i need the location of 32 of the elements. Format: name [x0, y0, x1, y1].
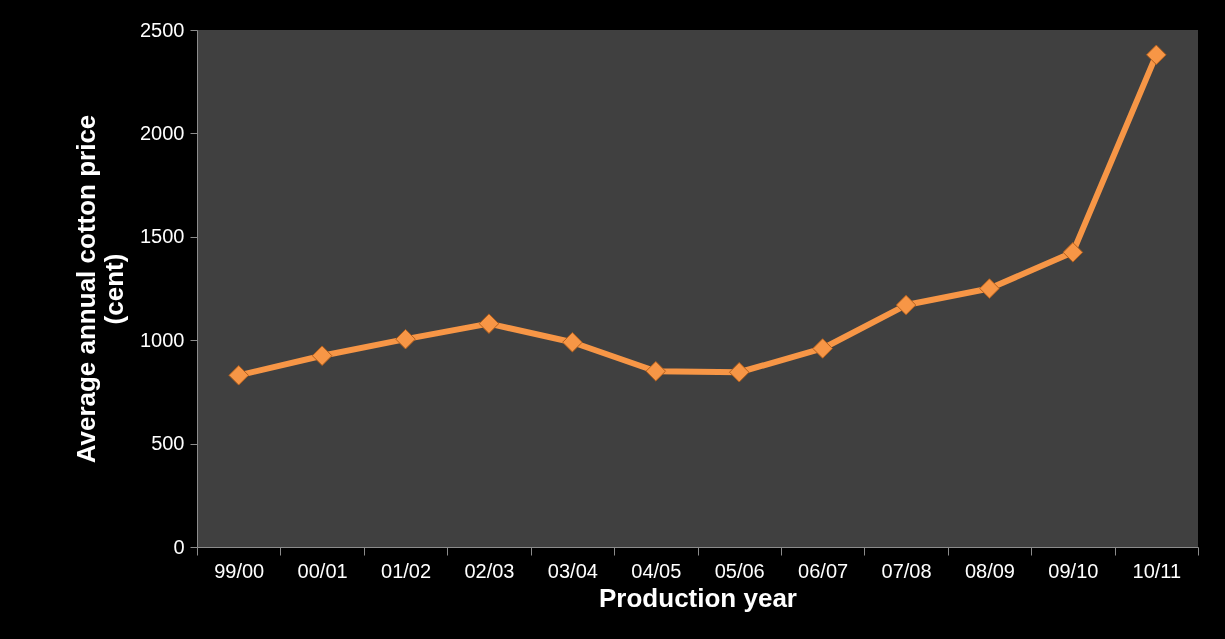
point: [895, 294, 917, 316]
y-axis-title: Average annual cotton price (cent): [71, 114, 130, 464]
x-axis-title: Production year: [599, 582, 797, 613]
x-tick-label: 03/04: [547, 559, 598, 582]
point: [395, 328, 416, 350]
x-tick-label: 04/05: [631, 559, 682, 582]
point: [979, 278, 1000, 299]
y-tick-label: 0: [173, 535, 185, 558]
point: [562, 332, 583, 353]
y-tick-label: 2500: [140, 18, 185, 41]
y-tick-label: 1500: [140, 225, 185, 248]
y-tick-label: 2000: [140, 121, 185, 144]
x-tick-label: 09/10: [1048, 559, 1099, 582]
point: [645, 360, 667, 382]
point: [728, 362, 750, 383]
point: [228, 365, 249, 386]
x-tick-label: 05/06: [714, 559, 765, 582]
x-tick-label: 99/00: [214, 559, 265, 582]
x-tick-label: 00/01: [297, 559, 348, 582]
x-tick-label: 01/02: [381, 559, 432, 582]
x-tick-label: 08/09: [964, 559, 1015, 582]
point: [1146, 44, 1167, 66]
point: [478, 313, 500, 334]
point: [1062, 242, 1084, 263]
y-tick-label: 500: [151, 432, 185, 455]
x-tick-label: 10/11: [1132, 559, 1182, 582]
x-tick-label: 06/07: [798, 559, 849, 582]
x-tick-label: 07/08: [881, 559, 932, 582]
point: [812, 338, 833, 359]
y-tick-label: 1000: [140, 328, 185, 351]
point: [311, 345, 333, 366]
x-tick-label: 02/03: [464, 559, 515, 582]
